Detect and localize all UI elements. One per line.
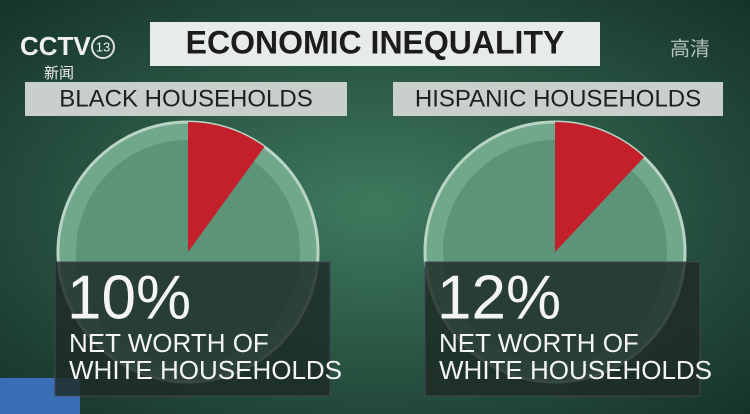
channel-logo: CCTV <box>20 31 91 61</box>
hd-mark: 高清 <box>670 37 710 60</box>
caption: NET WORTH OF <box>69 328 269 358</box>
title: ECONOMIC INEQUALITY <box>186 24 565 60</box>
subtitle-box <box>25 82 347 116</box>
value-label: 12% <box>437 263 561 332</box>
channel-number: 13 <box>96 39 110 54</box>
pie-slice <box>188 122 265 252</box>
caption: WHITE HOUSEHOLDS <box>69 355 342 385</box>
value-label: 10% <box>67 263 191 332</box>
caption-box <box>424 261 701 397</box>
pie-slice <box>555 122 644 252</box>
caption: NET WORTH OF <box>439 328 639 358</box>
channel-name: 新闻 <box>44 65 74 82</box>
caption: WHITE HOUSEHOLDS <box>439 355 712 385</box>
subtitle: HISPANIC HOUSEHOLDS <box>415 85 701 112</box>
logo-ring <box>91 35 115 59</box>
caption-box <box>54 261 331 397</box>
title-banner <box>150 22 600 66</box>
subtitle: BLACK HOUSEHOLDS <box>59 85 312 112</box>
subtitle-box <box>393 82 723 116</box>
